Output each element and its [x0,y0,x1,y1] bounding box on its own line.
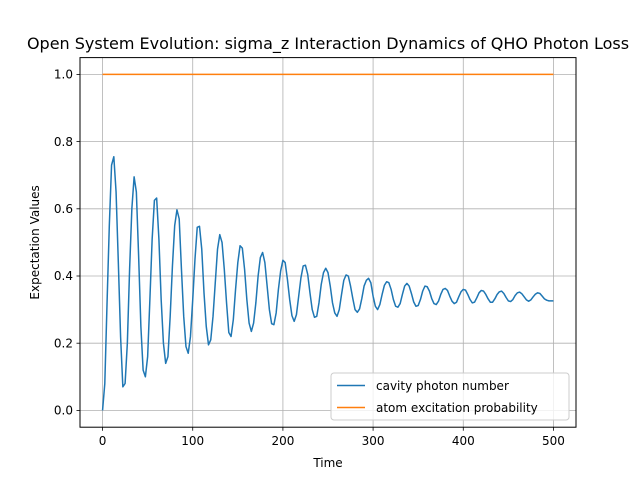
y-axis-label: Expectation Values [28,185,42,299]
ticks: 0 100 200 300 400 500 0.0 0.2 0.4 0.6 0.8 1.0 [54,68,565,449]
y-tick-label: 0.8 [54,135,73,149]
x-tick-label: 500 [542,434,565,448]
y-tick-label: 0.0 [54,404,73,418]
grid [80,57,576,428]
plot-frame [79,57,577,428]
legend: cavity photon number atom excitation pro… [330,372,570,421]
x-tick-label: 300 [362,434,385,448]
legend-label-atom-excitation-probability: atom excitation probability [376,401,538,415]
legend-box [330,372,570,421]
y-tick-label: 0.2 [54,336,73,350]
x-tick-label: 100 [181,434,204,448]
plot-area [80,57,576,428]
x-tick-label: 400 [452,434,475,448]
y-tick-label: 0.6 [54,202,73,216]
x-tick-label: 0 [99,434,107,448]
x-tick-label: 200 [271,434,294,448]
series-layer [101,73,554,411]
y-tick-label: 0.4 [54,269,73,283]
y-tick-label: 1.0 [54,68,73,82]
series-line-cavity-photon-number [101,155,554,411]
chart-title: Open System Evolution: sigma_z Interacti… [27,34,629,54]
x-axis-label: Time [312,456,342,470]
legend-label-cavity-photon-number: cavity photon number [376,379,509,393]
